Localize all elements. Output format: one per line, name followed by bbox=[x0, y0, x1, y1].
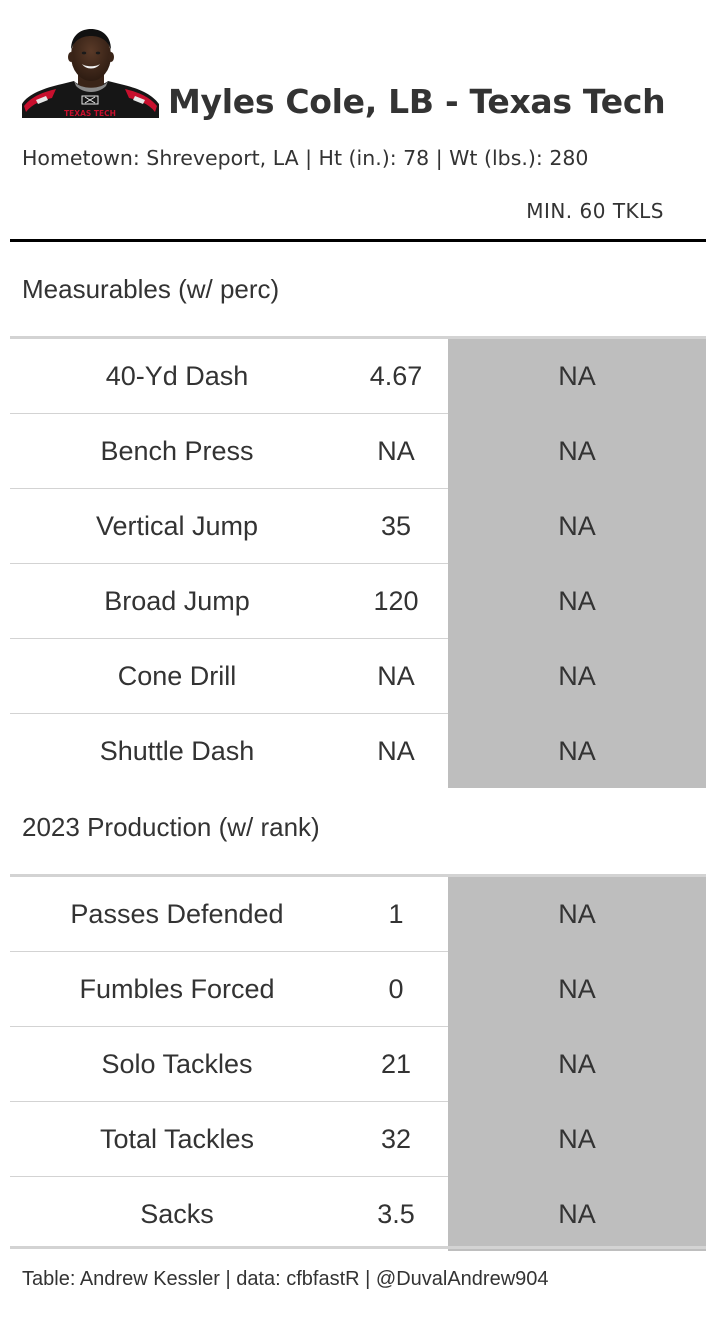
production-divider bbox=[10, 874, 706, 877]
row-label: Vertical Jump bbox=[95, 511, 259, 541]
row-label: Broad Jump bbox=[104, 586, 250, 616]
row-rank: NA bbox=[448, 1026, 706, 1101]
row-label: Solo Tackles bbox=[101, 1049, 253, 1079]
production-section: 2023 Production (w/ rank) Passes Defende… bbox=[10, 782, 706, 1251]
row-label: Passes Defended bbox=[70, 899, 284, 929]
measurables-rows: 40-Yd Dash 4.67 NA Bench Press NA NA Ver… bbox=[10, 339, 706, 788]
table-row: Solo Tackles 21 NA bbox=[10, 1026, 706, 1101]
measurables-heading: Measurables (w/ perc) bbox=[22, 274, 280, 304]
table-row: Cone Drill NA NA bbox=[10, 638, 706, 713]
row-rank: NA bbox=[448, 1101, 706, 1176]
table-row: Bench Press NA NA bbox=[10, 413, 706, 488]
row-percentile: NA bbox=[448, 339, 706, 413]
row-label: Cone Drill bbox=[117, 661, 237, 691]
row-value: 4.67 bbox=[369, 361, 423, 391]
row-label: Shuttle Dash bbox=[99, 736, 255, 766]
row-rank: NA bbox=[448, 877, 706, 951]
row-percentile: NA bbox=[448, 638, 706, 713]
row-value: NA bbox=[377, 736, 415, 766]
row-percentile: NA bbox=[448, 413, 706, 488]
page-title: Myles Cole, LB - Texas Tech bbox=[168, 82, 666, 121]
production-rows: Passes Defended 1 NA Fumbles Forced 0 NA… bbox=[10, 877, 706, 1251]
player-headshot-icon: TEXAS TECH bbox=[22, 29, 159, 118]
row-rank: NA bbox=[448, 1176, 706, 1251]
row-value: NA bbox=[377, 436, 415, 466]
row-value: 3.5 bbox=[377, 1199, 415, 1229]
row-value: 32 bbox=[380, 1124, 412, 1154]
table-row: Fumbles Forced 0 NA bbox=[10, 951, 706, 1026]
table-row: Total Tackles 32 NA bbox=[10, 1101, 706, 1176]
table-row: Sacks 3.5 NA bbox=[10, 1176, 706, 1251]
row-percentile: NA bbox=[448, 488, 706, 563]
row-rank: NA bbox=[448, 951, 706, 1026]
row-percentile: NA bbox=[448, 713, 706, 788]
row-label: Bench Press bbox=[100, 436, 254, 466]
table-header: TEXAS TECH Myles Cole, LB - Texas Tech H… bbox=[0, 0, 714, 244]
row-value: 35 bbox=[380, 511, 412, 541]
jersey-text: TEXAS TECH bbox=[64, 109, 116, 118]
row-value: 120 bbox=[373, 586, 419, 616]
table-row: Broad Jump 120 NA bbox=[10, 563, 706, 638]
player-headshot: TEXAS TECH bbox=[22, 26, 159, 118]
row-value: 0 bbox=[388, 974, 404, 1004]
production-heading: 2023 Production (w/ rank) bbox=[22, 812, 320, 842]
row-label: Total Tackles bbox=[99, 1124, 255, 1154]
measurables-divider bbox=[10, 336, 706, 339]
measurables-section: Measurables (w/ perc) 40-Yd Dash 4.67 NA… bbox=[10, 244, 706, 788]
row-label: Sacks bbox=[140, 1199, 214, 1229]
row-percentile: NA bbox=[448, 563, 706, 638]
row-value: NA bbox=[377, 661, 415, 691]
player-subtitle: Hometown: Shreveport, LA | Ht (in.): 78 … bbox=[22, 146, 589, 170]
table-bottom-divider bbox=[10, 1246, 706, 1249]
min-tackles-label: MIN. 60 TKLS bbox=[526, 199, 664, 223]
table-row: Vertical Jump 35 NA bbox=[10, 488, 706, 563]
header-divider bbox=[10, 239, 706, 242]
row-label: 40-Yd Dash bbox=[105, 361, 249, 391]
table-row: Shuttle Dash NA NA bbox=[10, 713, 706, 788]
source-credit: Table: Andrew Kessler | data: cfbfastR |… bbox=[22, 1268, 549, 1290]
table-row: 40-Yd Dash 4.67 NA bbox=[10, 339, 706, 413]
row-value: 1 bbox=[388, 899, 404, 929]
row-label: Fumbles Forced bbox=[79, 974, 275, 1004]
row-value: 21 bbox=[380, 1049, 412, 1079]
table-row: Passes Defended 1 NA bbox=[10, 877, 706, 951]
